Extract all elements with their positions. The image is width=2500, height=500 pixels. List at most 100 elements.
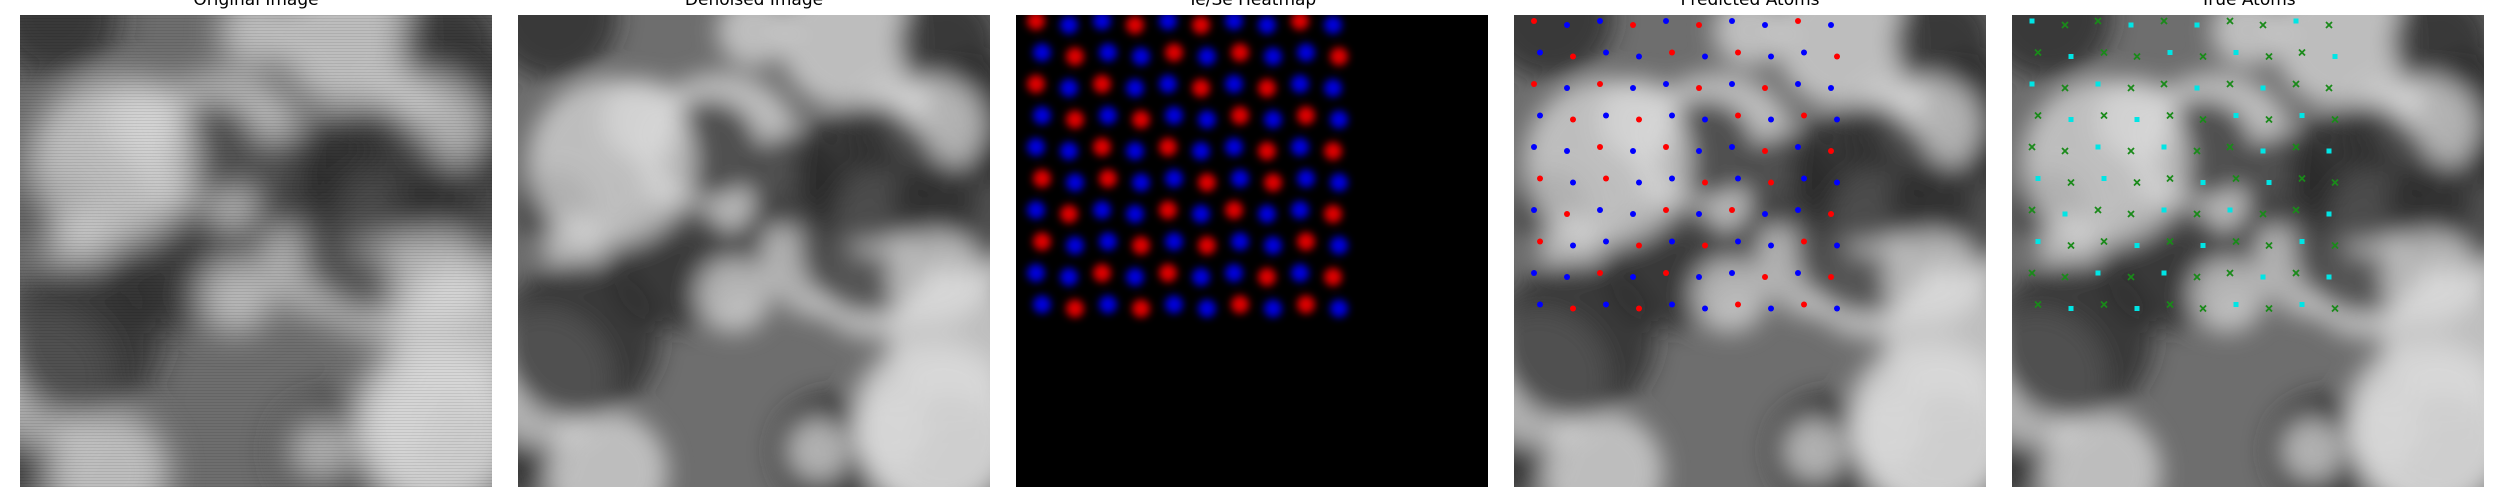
true-green-atom xyxy=(2133,178,2141,187)
predicted-se-atom xyxy=(1768,53,1774,60)
predicted-se-atom xyxy=(1537,49,1543,56)
predicted-se-atom xyxy=(1564,274,1570,280)
predicted-te-atom xyxy=(1696,85,1702,91)
se-heatmap-spot xyxy=(1027,201,1045,219)
true-green-atom xyxy=(2292,269,2300,277)
te-heatmap-spot xyxy=(1093,264,1111,282)
true-green-atom xyxy=(2259,210,2267,218)
true-cyan-atom xyxy=(2134,117,2140,122)
true-green-atom xyxy=(2094,206,2102,214)
true-green-atom xyxy=(2100,300,2108,309)
true-green-atom xyxy=(2166,237,2174,246)
predicted-te-atom xyxy=(1564,211,1570,217)
se-heatmap-spot xyxy=(1060,142,1078,160)
predicted-se-atom xyxy=(1729,270,1735,276)
se-heatmap-spot xyxy=(1060,79,1078,97)
predicted-se-atom xyxy=(1663,18,1669,24)
true-green-atom xyxy=(2094,17,2102,25)
predicted-se-atom xyxy=(1663,81,1669,87)
heatmap-title: Te/Se Heatmap xyxy=(1187,0,1317,10)
true-green-atom xyxy=(2325,21,2333,29)
te-heatmap-spot xyxy=(1324,205,1342,223)
predicted-te-atom xyxy=(1636,305,1642,312)
true-green-atom xyxy=(2160,17,2168,25)
te-heatmap-spot xyxy=(1093,138,1111,156)
predicted-te-atom xyxy=(1801,301,1807,308)
te-heatmap-spot xyxy=(1192,79,1210,97)
se-heatmap-spot xyxy=(1066,173,1084,192)
te-heatmap-spot xyxy=(1297,295,1315,314)
predicted-te-atom xyxy=(1735,301,1741,308)
true-cyan-atom xyxy=(2095,81,2101,87)
te-heatmap-spot xyxy=(1198,236,1216,255)
predicted-se-atom xyxy=(1603,301,1609,308)
true-cyan-atom xyxy=(2062,211,2068,217)
predicted-se-atom xyxy=(1795,207,1801,213)
te-se-heatmap xyxy=(1016,15,1488,487)
true-cyan-atom xyxy=(2299,113,2305,118)
te-heatmap-spot xyxy=(1330,47,1348,66)
se-heatmap-spot xyxy=(1060,268,1078,286)
predicted-te-atom xyxy=(1729,207,1735,213)
te-heatmap-spot xyxy=(1159,264,1177,282)
predicted-se-atom xyxy=(1630,85,1636,91)
true-cyan-atom xyxy=(2035,239,2041,244)
true-green-atom xyxy=(2265,115,2273,124)
true-green-atom xyxy=(2292,206,2300,214)
predicted-se-atom xyxy=(1828,85,1834,91)
true-green-atom xyxy=(2034,300,2042,309)
te-heatmap-spot xyxy=(1066,110,1084,129)
true-cyan-atom xyxy=(2068,54,2074,59)
se-heatmap-spot xyxy=(1093,201,1111,219)
predicted-te-atom xyxy=(1834,53,1840,60)
true-green-atom xyxy=(2331,241,2339,250)
predicted-atoms-title: Predicted Atoms xyxy=(1680,0,1820,10)
image-texture xyxy=(1514,15,1986,487)
te-heatmap-spot xyxy=(1297,232,1315,251)
true-green-atom xyxy=(2193,273,2201,281)
true-cyan-atom xyxy=(2326,211,2332,217)
predicted-te-atom xyxy=(1762,274,1768,280)
predicted-se-atom xyxy=(1801,175,1807,182)
te-heatmap-spot xyxy=(1099,169,1117,188)
image-texture xyxy=(2012,15,2484,487)
te-heatmap-spot xyxy=(1231,43,1249,62)
predicted-te-atom xyxy=(1702,179,1708,186)
predicted-te-atom xyxy=(1696,22,1702,28)
se-heatmap-spot xyxy=(1198,299,1216,318)
true-green-atom xyxy=(2232,174,2240,183)
true-cyan-atom xyxy=(2326,274,2332,280)
se-heatmap-spot xyxy=(1291,138,1309,156)
predicted-se-atom xyxy=(1702,116,1708,123)
se-heatmap-spot xyxy=(1231,232,1249,251)
predicted-te-atom xyxy=(1636,242,1642,249)
true-cyan-atom xyxy=(2167,50,2173,55)
predicted-se-atom xyxy=(1696,148,1702,154)
te-heatmap-spot xyxy=(1258,268,1276,286)
true-green-atom xyxy=(2127,273,2135,281)
predicted-se-atom xyxy=(1729,81,1735,87)
predicted-te-atom xyxy=(1663,207,1669,213)
true-green-atom xyxy=(2265,52,2273,61)
true-green-atom xyxy=(2166,174,2174,183)
true-green-atom xyxy=(2199,304,2207,313)
predicted-te-atom xyxy=(1762,85,1768,91)
se-heatmap-spot xyxy=(1330,173,1348,192)
predicted-se-atom xyxy=(1768,305,1774,312)
true-green-atom xyxy=(2028,206,2036,214)
true-cyan-atom xyxy=(2293,18,2299,24)
se-heatmap-spot xyxy=(1225,15,1243,30)
true-atoms-panel: True Atoms xyxy=(2012,0,2484,500)
predicted-se-atom xyxy=(1564,22,1570,28)
predicted-te-atom xyxy=(1828,211,1834,217)
predicted-te-atom xyxy=(1762,148,1768,154)
true-green-atom xyxy=(2061,84,2069,92)
se-heatmap-spot xyxy=(1159,75,1177,93)
se-heatmap-spot xyxy=(1264,110,1282,129)
predicted-se-atom xyxy=(1537,301,1543,308)
se-heatmap-spot xyxy=(1159,15,1177,30)
te-heatmap-spot xyxy=(1027,15,1045,30)
true-green-atom xyxy=(2067,178,2075,187)
te-heatmap-spot xyxy=(1165,43,1183,62)
true-green-atom xyxy=(2199,52,2207,61)
